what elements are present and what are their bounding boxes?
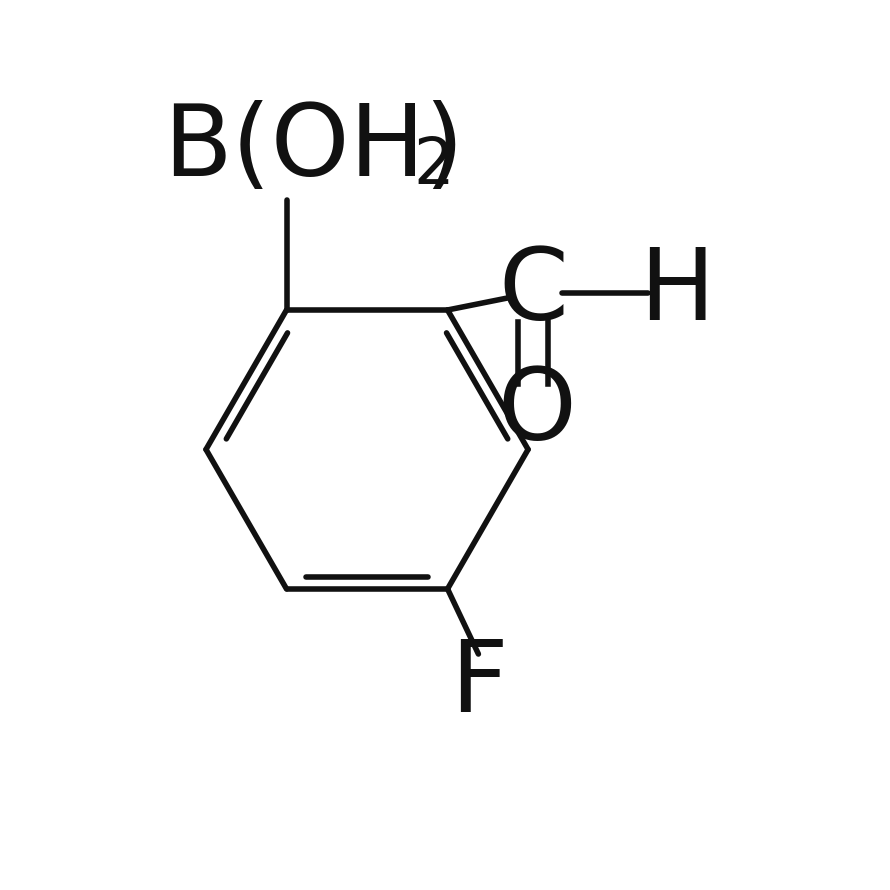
Text: B(OH): B(OH) [164,101,465,198]
Text: H: H [639,245,715,342]
Text: C: C [498,245,568,342]
Text: O: O [498,364,576,461]
Text: 2: 2 [413,135,454,197]
Text: F: F [449,636,507,733]
